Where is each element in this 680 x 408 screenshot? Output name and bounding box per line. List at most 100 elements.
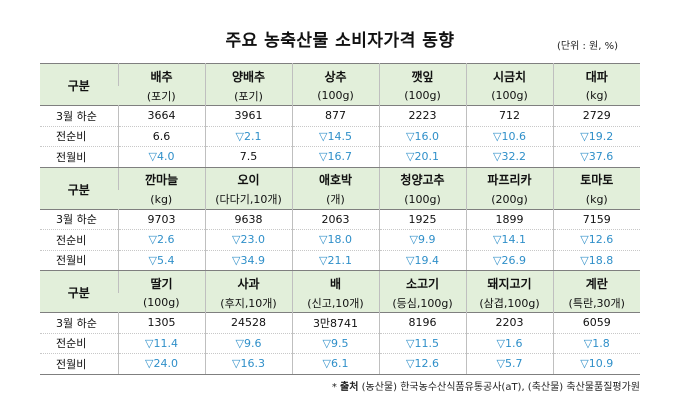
value-cell: ▽5.4 — [117, 250, 205, 271]
item-unit: (kg) — [118, 189, 205, 209]
item-name: 깻잎 — [378, 63, 466, 86]
table-row: 전월비 ▽5.4 ▽34.9 ▽21.1 ▽19.4 ▽26.9 ▽18.8 — [40, 250, 640, 271]
value-cell: ▽10.6 — [465, 126, 553, 147]
group-unit-row: (포기) (포기) (100g) (100g) (100g) (kg) — [40, 86, 640, 106]
value-cell: 2063 — [291, 209, 379, 230]
value-cell: ▽9.6 — [204, 333, 292, 354]
value-cell: ▽26.9 — [465, 250, 553, 271]
item-name: 계란 — [552, 270, 640, 293]
value-cell: ▽32.2 — [465, 146, 553, 168]
value-cell: 2729 — [552, 105, 640, 127]
row-label: 3월 하순 — [40, 105, 118, 127]
item-unit: (개) — [291, 189, 379, 209]
table-row: 3월 하순 3664 3961 877 2223 712 2729 — [40, 105, 640, 127]
value-cell: 24528 — [204, 312, 292, 334]
table-row: 전순비 ▽2.6 ▽23.0 ▽18.0 ▽9.9 ▽14.1 ▽12.6 — [40, 229, 640, 251]
value-cell: 3664 — [117, 105, 205, 127]
value-cell: 8196 — [378, 312, 466, 334]
item-unit: (100g) — [378, 189, 466, 209]
item-name: 배추 — [117, 63, 205, 86]
value-cell: ▽4.0 — [117, 146, 205, 168]
row-label: 전순비 — [40, 333, 118, 354]
value-cell: ▽6.1 — [291, 353, 379, 375]
group-header-row: 구분 깐마늘 오이 애호박 청양고추 파프리카 토마토 — [40, 167, 640, 209]
group-unit-row: (100g) (후지,10개) (신고,10개) (등심,100g) (삼겹,100g)… — [40, 293, 640, 313]
table-row: 전순비 6.6 ▽2.1 ▽14.5 ▽16.0 ▽10.6 ▽19.2 — [40, 126, 640, 147]
value-cell: ▽37.6 — [552, 146, 640, 168]
value-cell: ▽12.6 — [378, 353, 466, 375]
group-header-label: 구분 — [40, 63, 118, 106]
value-cell: 7159 — [552, 209, 640, 230]
value-cell: ▽21.1 — [291, 250, 379, 271]
value-cell: ▽1.6 — [465, 333, 553, 354]
item-name: 사과 — [204, 270, 292, 293]
source-note: * 출처 (농산물) 한국농수산식품유통공사(aT), (축산물) 축산물품질평… — [332, 378, 640, 393]
item-unit: (포기) — [204, 86, 292, 106]
group-header-row: 구분 딸기 사과 배 소고기 돼지고기 계란 — [40, 270, 640, 313]
row-label: 전월비 — [40, 250, 118, 271]
value-cell: ▽10.9 — [552, 353, 640, 375]
item-name: 시금치 — [465, 63, 553, 86]
value-cell: ▽9.5 — [291, 333, 379, 354]
item-name: 파프리카 — [465, 167, 553, 190]
item-unit: (kg) — [552, 189, 640, 209]
value-cell: ▽14.5 — [291, 126, 379, 147]
value-cell: ▽5.7 — [465, 353, 553, 375]
source-label: 출처 — [340, 382, 359, 393]
item-unit: (등심,100g) — [378, 293, 466, 313]
value-cell: ▽18.8 — [552, 250, 640, 271]
item-name: 소고기 — [378, 270, 466, 293]
item-name: 깐마늘 — [117, 167, 205, 190]
value-cell: ▽11.5 — [378, 333, 466, 354]
item-unit: (특란,30개) — [552, 293, 640, 313]
value-cell: 877 — [291, 105, 379, 127]
item-unit: (100g) — [118, 293, 205, 313]
group-header-label: 구분 — [40, 270, 118, 313]
item-name: 대파 — [552, 63, 640, 86]
value-cell: 1925 — [378, 209, 466, 230]
value-cell: 9703 — [117, 209, 205, 230]
page-title: 주요 농축산물 소비자가격 동향 — [225, 31, 455, 51]
item-name: 청양고추 — [378, 167, 466, 190]
table-row: 전순비 ▽11.4 ▽9.6 ▽9.5 ▽11.5 ▽1.6 ▽1.8 — [40, 333, 640, 354]
value-cell: ▽19.4 — [378, 250, 466, 271]
item-name: 오이 — [204, 167, 292, 190]
value-cell: 1899 — [465, 209, 553, 230]
value-cell: 9638 — [204, 209, 292, 230]
value-cell: 1305 — [117, 312, 205, 334]
item-name: 배 — [291, 270, 379, 293]
value-cell: ▽1.8 — [552, 333, 640, 354]
table-row: 3월 하순 1305 24528 3만8741 8196 2203 6059 — [40, 312, 640, 334]
unit-note: (단위 : 원, %) — [557, 41, 618, 52]
item-name: 토마토 — [552, 167, 640, 190]
value-cell: ▽34.9 — [204, 250, 292, 271]
item-unit: (100g) — [291, 86, 379, 106]
table-row: 전월비 ▽4.0 7.5 ▽16.7 ▽20.1 ▽32.2 ▽37.6 — [40, 146, 640, 168]
value-cell: ▽9.9 — [378, 229, 466, 251]
item-unit: (100g) — [465, 86, 553, 106]
value-cell: ▽2.6 — [117, 229, 205, 251]
value-cell: ▽23.0 — [204, 229, 292, 251]
group-header-label: 구분 — [40, 167, 118, 209]
group-header-row: 구분 배추 양배추 상추 깻잎 시금치 대파 — [40, 63, 640, 106]
item-unit: (후지,10개) — [204, 293, 292, 313]
item-unit: (200g) — [465, 189, 553, 209]
value-cell: ▽24.0 — [117, 353, 205, 375]
table-row: 3월 하순 9703 9638 2063 1925 1899 7159 — [40, 209, 640, 230]
group-unit-row: (kg) (다다기,10개) (개) (100g) (200g) (kg) — [40, 189, 640, 209]
value-cell: ▽16.3 — [204, 353, 292, 375]
item-unit: (다다기,10개) — [204, 189, 292, 209]
row-label: 전월비 — [40, 146, 118, 168]
source-prefix: * — [331, 382, 341, 393]
value-cell: 3만8741 — [291, 312, 379, 334]
value-cell: ▽2.1 — [204, 126, 292, 147]
value-cell: 3961 — [204, 105, 292, 127]
value-cell: ▽19.2 — [552, 126, 640, 147]
value-cell: 6059 — [552, 312, 640, 334]
source-text: (농산물) 한국농수산식품유통공사(aT), (축산물) 축산물품질평가원 — [358, 382, 640, 393]
item-unit: (kg) — [552, 86, 640, 106]
row-label: 전순비 — [40, 126, 118, 147]
value-cell: ▽16.0 — [378, 126, 466, 147]
item-name: 애호박 — [291, 167, 379, 190]
item-unit: (삼겹,100g) — [465, 293, 553, 313]
